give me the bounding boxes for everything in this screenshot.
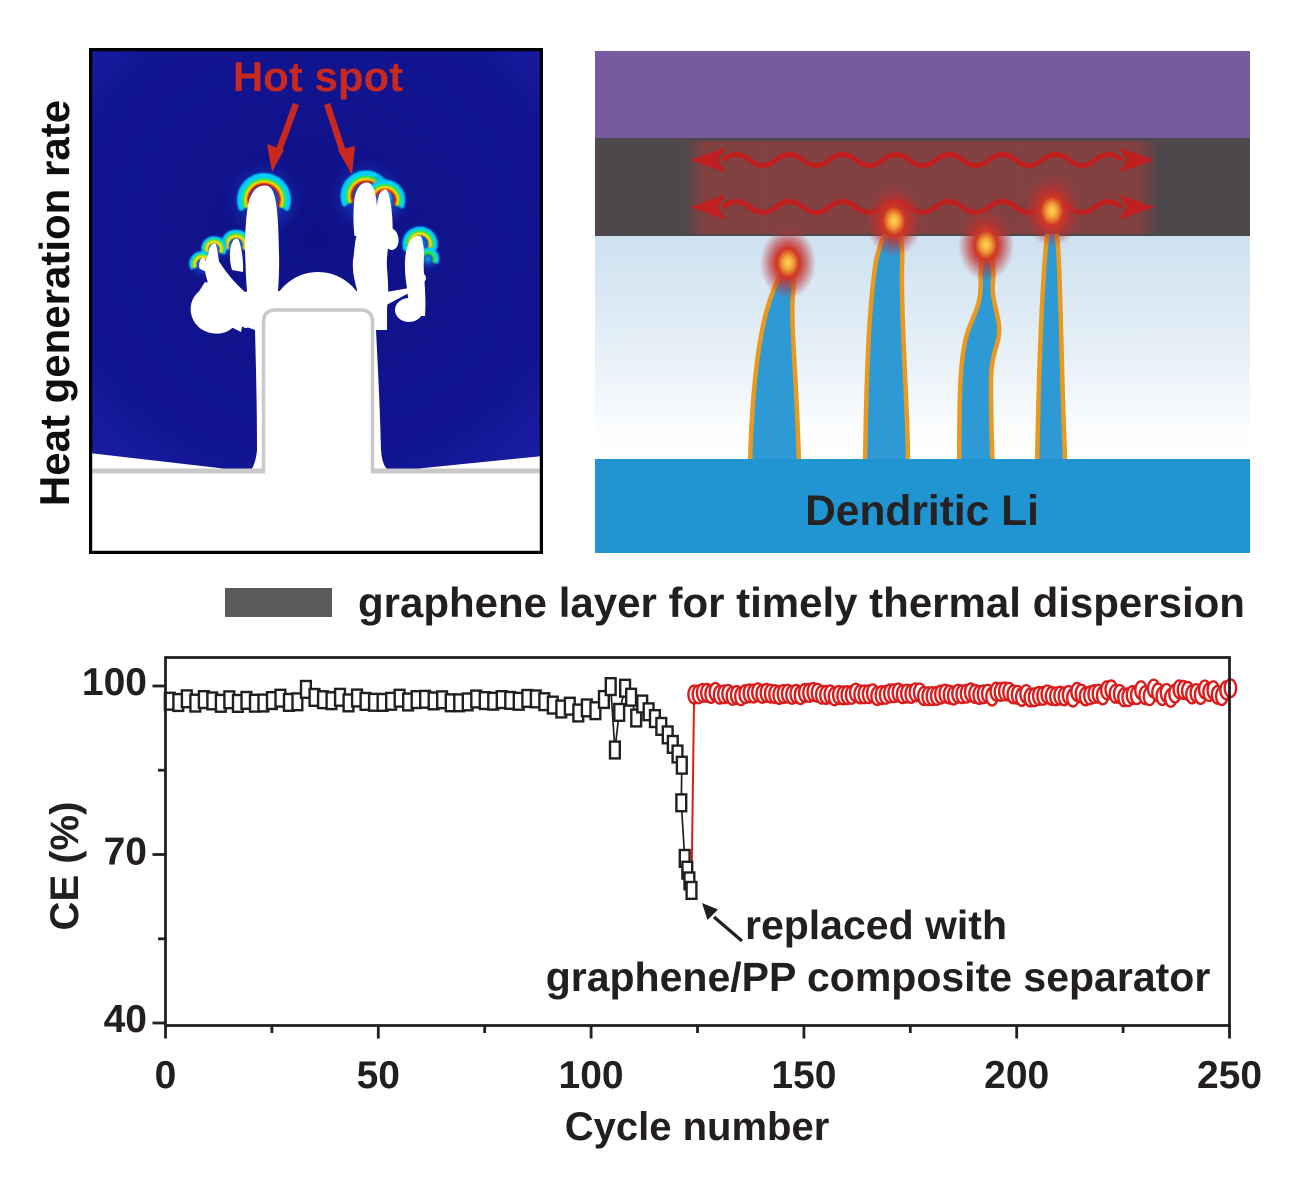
- svg-text:Cycle number: Cycle number: [565, 1105, 830, 1149]
- svg-text:Dendritic Li: Dendritic Li: [805, 488, 1039, 535]
- svg-text:70: 70: [104, 831, 147, 874]
- svg-text:CE (%): CE (%): [43, 802, 87, 931]
- svg-text:graphene/PP composite separato: graphene/PP composite separator: [546, 954, 1211, 1000]
- svg-text:200: 200: [984, 1054, 1049, 1097]
- svg-text:100: 100: [559, 1054, 624, 1097]
- svg-text:40: 40: [104, 998, 147, 1041]
- svg-text:100: 100: [82, 661, 147, 704]
- svg-text:150: 150: [771, 1054, 836, 1097]
- svg-text:250: 250: [1197, 1054, 1262, 1097]
- svg-text:50: 50: [357, 1054, 400, 1097]
- svg-text:0: 0: [155, 1054, 177, 1097]
- svg-text:Hot spot: Hot spot: [233, 53, 403, 100]
- svg-text:replaced with: replaced with: [745, 902, 1007, 948]
